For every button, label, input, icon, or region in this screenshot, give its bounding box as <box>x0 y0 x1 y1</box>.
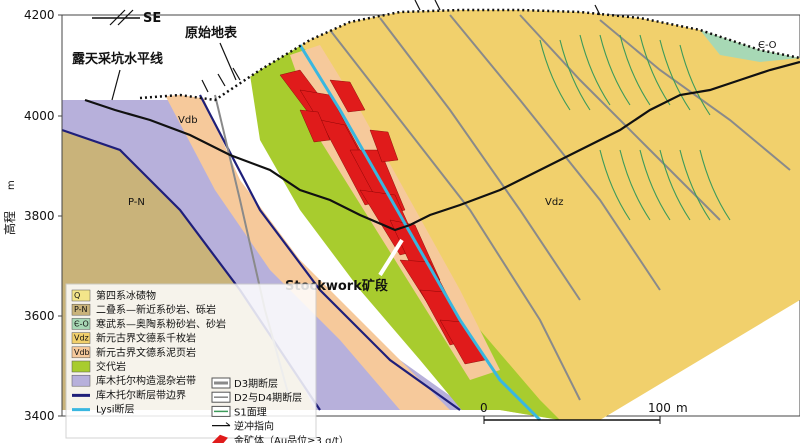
thrust-arrows <box>201 0 601 93</box>
s1-foliation <box>539 34 731 221</box>
legend-swatch <box>71 289 91 302</box>
y-tick-label: 3600 <box>24 309 55 323</box>
legend-label: 新元古界文德系泥页岩 <box>96 346 196 359</box>
legend-swatch <box>71 332 91 344</box>
unit-label-pn: P-N <box>128 197 145 208</box>
unit-label-vdz: Vdz <box>545 197 563 208</box>
legend-swatch <box>71 346 91 359</box>
orientation-label: SE <box>143 11 161 26</box>
open-pit-label: 露天采坑水平线 <box>72 51 163 67</box>
stockwork-pointer <box>378 238 404 277</box>
legend-swatch <box>71 303 91 316</box>
legend-swatch <box>71 318 91 330</box>
original-surface-label: 原始地表 <box>185 25 238 41</box>
legend-swatch <box>71 360 91 373</box>
legend-symbol: Vdb <box>74 348 90 357</box>
y-tick-label: 3800 <box>24 209 55 223</box>
legend-symbol: Є-O <box>74 319 89 328</box>
y-tick-label: 3400 <box>24 409 55 423</box>
kumtor-boundary-right <box>199 94 461 411</box>
legend-symbol: Vdz <box>74 334 89 343</box>
y-axis-unit: m <box>6 180 17 190</box>
ore-bodies <box>279 69 486 365</box>
legend-label: 寒武系—奥陶系粉砂岩、砂岩 <box>96 317 226 330</box>
legend-label: Lysi断层 <box>96 403 135 416</box>
lysi-fault <box>298 44 542 422</box>
legend-right-label: D2与D4期断层 <box>234 391 302 404</box>
ore-body <box>299 109 331 143</box>
legend: Q 第四系冰碛物 P-N 二叠系—新近系砂岩、砾岩 Є-O 寒武系—奥陶系粉砂岩、砂岩 Vd… <box>65 283 349 443</box>
legend-label: 交代岩 <box>96 360 126 373</box>
scale-bar: 0 100 m <box>480 401 688 424</box>
legend-right-swatch <box>212 434 228 443</box>
vdb-unit <box>165 90 450 410</box>
open-pit-pointer <box>111 69 121 101</box>
open-pit-line <box>84 60 800 232</box>
legend-label: 二叠系—新近系砂岩、砾岩 <box>96 303 216 316</box>
legend-right-swatch <box>211 405 231 417</box>
legend-right-swatch <box>211 391 231 403</box>
ore-body <box>329 79 366 113</box>
legend-right-label: 逆冲指向 <box>234 420 274 433</box>
scale-end: 100 <box>648 401 671 415</box>
legend-right-label: 金矿体（Au品位≥3 g/t） <box>234 434 349 443</box>
y-axis: 4200 4000 3800 3600 3400 高程 m <box>2 8 63 423</box>
original-surface-pointer <box>219 42 237 81</box>
legend-label: 库木托尔构造混杂岩带 <box>96 374 196 387</box>
y-tick-label: 4000 <box>24 109 55 123</box>
d3-faults <box>214 14 791 401</box>
legend-symbol: P-N <box>74 305 88 314</box>
legend-right-label: S1面理 <box>234 406 267 418</box>
legend-swatch <box>71 374 91 387</box>
scale-unit: m <box>676 401 688 415</box>
legend-label: 第四系冰碛物 <box>96 289 156 302</box>
unit-label-eo: Є-O <box>758 40 777 51</box>
orientation-indicator: SE <box>92 9 161 26</box>
legend-label: 新元古界文德系千枚岩 <box>96 332 196 345</box>
y-tick-label: 4200 <box>24 8 55 22</box>
y-axis-title: 高程 <box>2 211 17 235</box>
legend-right-swatch <box>211 377 231 389</box>
legend-symbol: Q <box>74 291 80 300</box>
unit-label-vdb: Vdb <box>178 115 198 126</box>
legend-right-swatch <box>212 422 231 427</box>
ore-body <box>369 129 399 163</box>
legend-label: 库木托尔断层带边界 <box>96 388 186 401</box>
scale-start: 0 <box>480 401 488 415</box>
legend-right-label: D3期断层 <box>234 377 278 390</box>
